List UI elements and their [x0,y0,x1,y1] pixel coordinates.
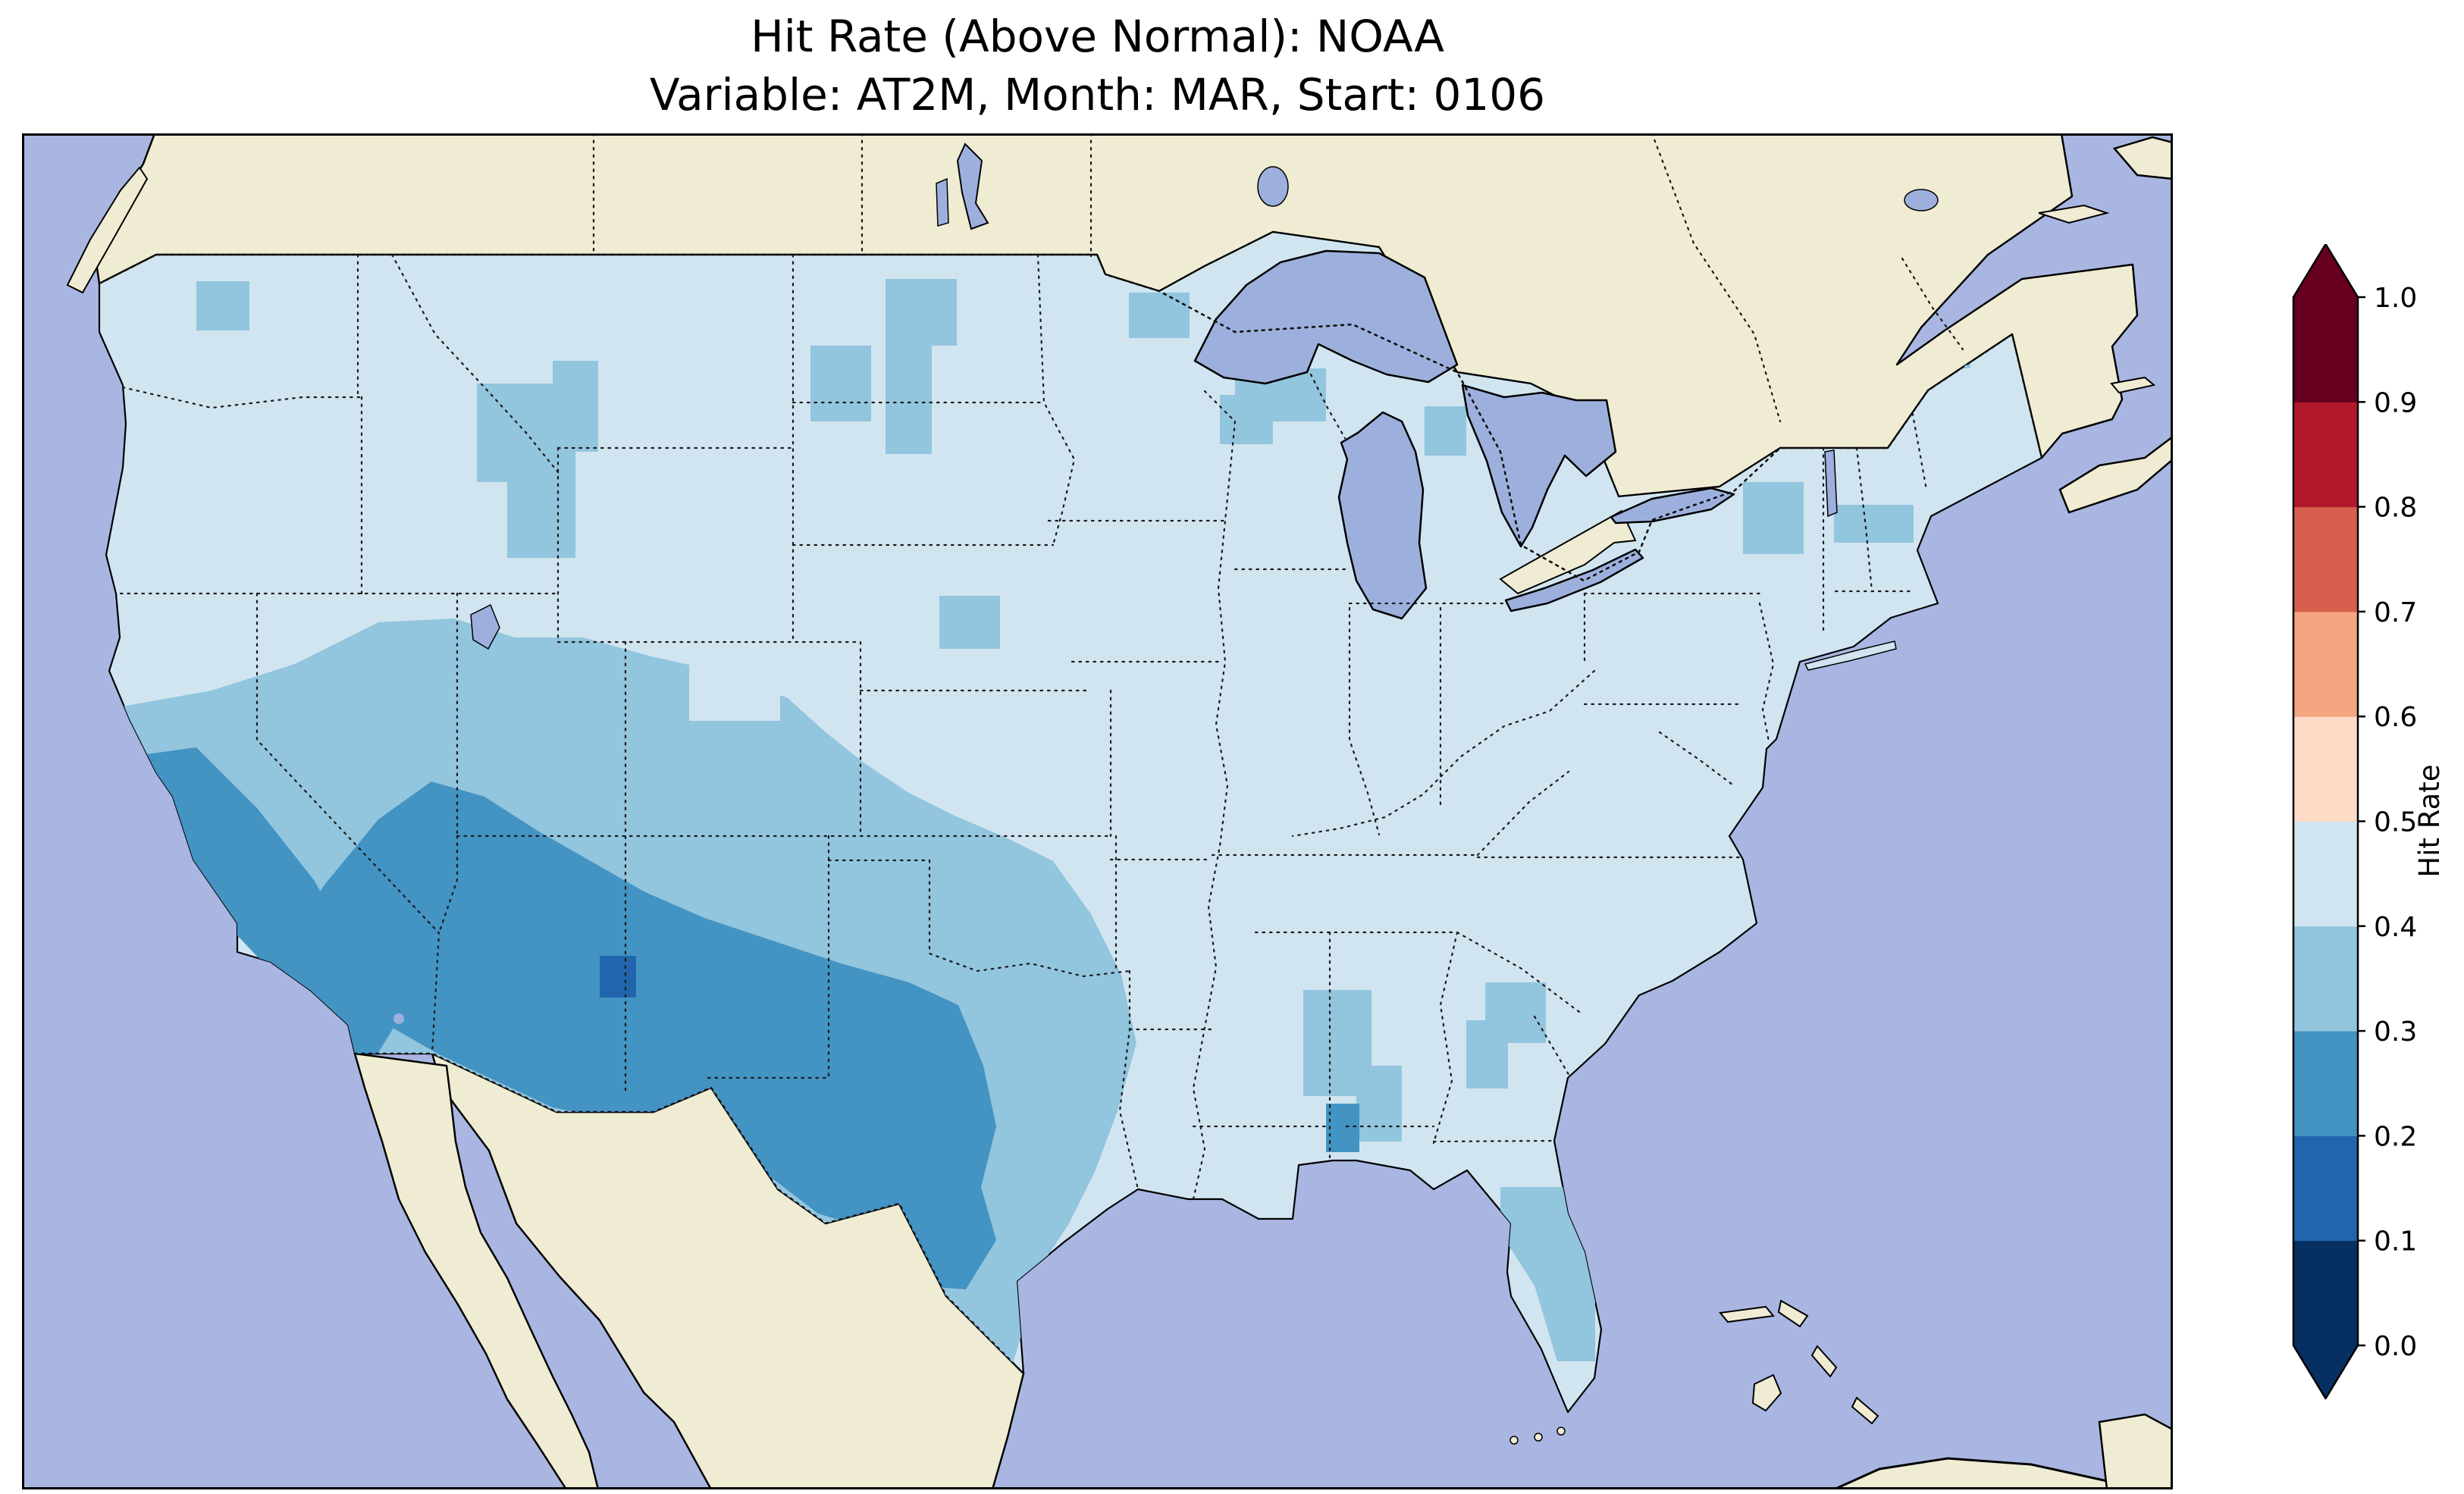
grand-bahama-island [1719,1305,1775,1323]
colorbar-tick-label-0.4: 0.4 [2374,912,2417,943]
colorbar-bin-0.3–0.4 [2293,926,2358,1032]
salton-sea [393,1013,404,1024]
international-borders [98,253,2043,1375]
colorbar-under-arrow [2293,1345,2358,1398]
lake-erie [1504,548,1644,612]
abaco-island [1777,1299,1809,1328]
colorbar-bin-0.2–0.3 [2293,1031,2358,1136]
region-dakotas-patch [810,346,871,421]
lake-superior [1193,249,1459,385]
region-georgia-patch [1466,982,1546,1088]
region-colorado-rockies-light-patch [689,649,780,721]
colorbar-bin-0.7–0.8 [2293,506,2358,612]
hit-rate-field [99,232,1970,1380]
lake-huron [1461,384,1617,548]
lake-nipigon [1257,166,1289,207]
region-north-wisconsin-patch [1220,368,1326,444]
colorbar-bin-0.6–0.7 [2293,611,2358,717]
state-boundaries [105,253,1928,1201]
long-island [1804,641,1897,671]
colorbar-tick-label-0.9: 0.9 [2374,387,2417,418]
great-salt-lake [470,603,500,650]
nova-scotia [2058,435,2173,514]
region-nebraska-patch [939,596,1000,649]
figure-title: Hit Rate (Above Normal): NOAA [751,11,1444,62]
colorbar-ticks: 1.0 0.9 0.8 0.7 0.6 0.5 0.4 0.3 0.2 0.1 0.0 [2358,283,2417,1362]
region-adirondack-patch [1743,482,1804,554]
colorbar-tick-label-0.2: 0.2 [2374,1121,2417,1152]
prince-edward-island [2110,376,2156,394]
region-florida-peninsula-patch [1500,1187,1595,1361]
colorbar: 1.0 0.9 0.8 0.7 0.6 0.5 0.4 0.3 0.2 0.1 0.0 Hit Ra… [2292,244,2446,1400]
figure-subtitle: Variable: AT2M, Month: MAR, Start: 0106 [649,68,1546,121]
colorbar-bin-0.9–1.0 [2293,297,2358,402]
anticosti-island [2038,204,2110,224]
lake-winnipeg [956,143,989,230]
colorbar-tick-label-0.0: 0.0 [2374,1331,2417,1362]
exuma-cays [1851,1396,1879,1425]
colorbar-bin-0.4–0.5 [2293,821,2358,927]
colorbar-tick-label-0.1: 0.1 [2374,1226,2417,1258]
vancouver-island [66,166,149,294]
cuba-coast [1833,1457,2138,1489]
lake-ontario [1610,487,1735,525]
colorbar-over-arrow [2293,244,2358,297]
lake-champlain [1824,449,1838,518]
florida-keys [1509,1427,1566,1445]
region-minnesota-patch [886,279,1190,454]
region-arizona-new-mexico-west-texas-core [280,781,996,1289]
colorbar-tick-label-0.6: 0.6 [2374,702,2417,733]
region-mississippi-alabama-patch [1303,990,1402,1142]
colorbar-tick-label-0.8: 0.8 [2374,493,2417,524]
colorbar-bin-0.5–0.6 [2293,716,2358,822]
region-north-michigan-patch [1425,406,1466,456]
eleuthera-island [1810,1345,1838,1378]
region-southern-new-england-patch [1834,505,1914,543]
map-frame [22,133,2173,1489]
region-washington-patch [196,281,249,330]
map-panel [22,133,2173,1489]
region-alabama-coast-cell [1326,1104,1359,1152]
colorbar-tick-label-0.7: 0.7 [2374,597,2417,628]
colorbar-axis-label: Hit Rate [2413,764,2446,877]
baja-california [353,1052,600,1489]
newfoundland [2112,136,2173,180]
bottom-right-island [2098,1413,2173,1489]
colorbar-bin-0.0–0.1 [2293,1240,2358,1346]
colorbar-segments [2293,297,2358,1346]
lac-saint-jean [1904,189,1939,211]
figure-title-block: Hit Rate (Above Normal): NOAA Variable: … [22,8,2173,124]
us-hit-rate-map [22,133,2173,1489]
colorbar-tick-label-1.0: 1.0 [2374,283,2417,314]
colorbar-tick-label-0.3: 0.3 [2374,1016,2417,1048]
colorbar-panel: 1.0 0.9 0.8 0.7 0.6 0.5 0.4 0.3 0.2 0.1 0.0 Hit Ra… [2286,244,2464,1415]
lake-michigan [1337,411,1428,620]
colorbar-bin-0.8–0.9 [2293,402,2358,508]
region-montana-wyoming-patch [477,361,598,558]
colorbar-bin-0.1–0.2 [2293,1135,2358,1242]
region-west-texas-minimum-cell [600,956,636,998]
colorbar-tick-label-0.5: 0.5 [2374,807,2417,838]
lake-manitoba [936,177,949,227]
andros-island [1751,1373,1782,1412]
southwestern-ontario [1499,509,1637,595]
